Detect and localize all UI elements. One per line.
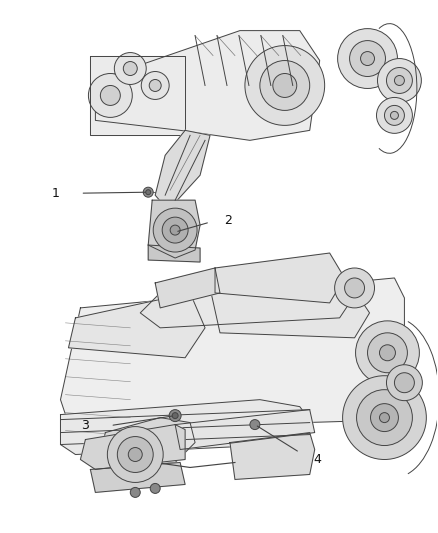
Circle shape	[146, 190, 151, 195]
Circle shape	[128, 448, 142, 462]
Circle shape	[172, 413, 178, 418]
Circle shape	[130, 487, 140, 497]
Circle shape	[377, 98, 413, 133]
Circle shape	[395, 76, 404, 85]
Circle shape	[170, 225, 180, 235]
Circle shape	[335, 268, 374, 308]
Circle shape	[124, 61, 137, 76]
Circle shape	[100, 85, 120, 106]
Polygon shape	[60, 400, 310, 455]
Circle shape	[356, 321, 419, 385]
Polygon shape	[90, 55, 185, 135]
Circle shape	[143, 187, 153, 197]
Circle shape	[379, 345, 396, 361]
Circle shape	[379, 413, 389, 423]
Polygon shape	[68, 293, 205, 358]
Circle shape	[338, 29, 397, 88]
Text: 3: 3	[81, 419, 89, 432]
Circle shape	[141, 71, 169, 100]
Circle shape	[357, 390, 413, 446]
Circle shape	[162, 217, 188, 243]
Polygon shape	[148, 245, 200, 262]
Circle shape	[395, 373, 414, 393]
Circle shape	[149, 79, 161, 92]
Circle shape	[371, 403, 399, 432]
Polygon shape	[175, 410, 314, 449]
Circle shape	[378, 59, 421, 102]
Text: 1: 1	[52, 187, 60, 200]
Circle shape	[273, 74, 297, 98]
Polygon shape	[81, 425, 185, 470]
Polygon shape	[210, 283, 370, 338]
Text: 2: 2	[224, 214, 232, 227]
Circle shape	[250, 419, 260, 430]
Polygon shape	[230, 433, 314, 480]
Circle shape	[360, 52, 374, 66]
Circle shape	[260, 61, 310, 110]
Polygon shape	[215, 253, 345, 303]
Polygon shape	[148, 200, 200, 258]
Circle shape	[367, 333, 407, 373]
Circle shape	[117, 437, 153, 472]
Polygon shape	[90, 463, 185, 492]
Circle shape	[114, 53, 146, 84]
Circle shape	[345, 278, 364, 298]
Polygon shape	[95, 30, 320, 140]
Circle shape	[150, 483, 160, 494]
Polygon shape	[140, 278, 360, 328]
Circle shape	[343, 376, 426, 459]
Polygon shape	[155, 131, 210, 210]
Text: 4: 4	[314, 453, 321, 466]
Circle shape	[386, 68, 413, 93]
Circle shape	[107, 426, 163, 482]
Circle shape	[153, 208, 197, 252]
Circle shape	[350, 41, 385, 77]
Circle shape	[169, 410, 181, 422]
Circle shape	[88, 74, 132, 117]
Circle shape	[385, 106, 404, 125]
Circle shape	[390, 111, 399, 119]
Polygon shape	[100, 417, 195, 467]
Polygon shape	[60, 278, 404, 430]
Polygon shape	[155, 268, 220, 308]
Circle shape	[245, 46, 325, 125]
Circle shape	[386, 365, 422, 401]
